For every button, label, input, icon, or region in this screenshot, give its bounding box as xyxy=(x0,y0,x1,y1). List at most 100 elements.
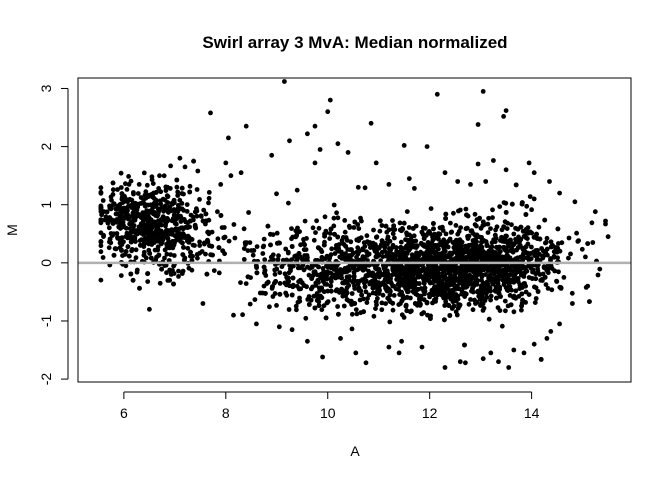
data-point xyxy=(386,255,392,261)
y-axis-label: M xyxy=(4,224,20,236)
data-point xyxy=(463,257,468,263)
data-point xyxy=(141,200,146,206)
data-point xyxy=(456,229,462,234)
data-point xyxy=(402,272,408,278)
data-point xyxy=(576,238,581,244)
data-point xyxy=(515,226,521,232)
data-point xyxy=(355,184,361,190)
data-point xyxy=(312,305,318,311)
data-point xyxy=(156,186,162,191)
data-point xyxy=(260,244,266,250)
data-point xyxy=(339,256,345,261)
data-point xyxy=(293,228,299,234)
data-point xyxy=(539,246,544,251)
data-point xyxy=(141,252,147,258)
data-point xyxy=(175,236,181,242)
data-point xyxy=(535,252,541,258)
data-point xyxy=(368,245,373,251)
data-point xyxy=(475,289,480,295)
data-point xyxy=(478,272,484,277)
data-point xyxy=(203,251,208,257)
data-points xyxy=(98,79,611,370)
data-point xyxy=(535,256,540,261)
data-point xyxy=(111,252,117,258)
data-point xyxy=(404,230,409,236)
data-point xyxy=(262,268,268,273)
data-point xyxy=(332,251,338,256)
data-point xyxy=(477,215,482,221)
data-point xyxy=(554,279,560,284)
data-point xyxy=(531,234,537,240)
data-point xyxy=(480,356,486,362)
data-point xyxy=(185,234,191,240)
data-point xyxy=(165,236,171,242)
data-point xyxy=(126,253,132,259)
data-point xyxy=(320,354,325,360)
data-point xyxy=(499,234,504,240)
data-point xyxy=(115,203,121,209)
data-point xyxy=(110,180,116,186)
data-point xyxy=(145,220,151,226)
data-point xyxy=(497,308,503,313)
data-point xyxy=(533,296,539,301)
data-point xyxy=(494,252,500,258)
data-point xyxy=(168,252,174,257)
data-point xyxy=(559,240,565,246)
data-point xyxy=(129,247,135,252)
data-point xyxy=(387,292,393,298)
data-point xyxy=(552,268,558,274)
data-point xyxy=(220,248,226,254)
data-point xyxy=(323,315,329,321)
data-point xyxy=(479,289,485,295)
data-point xyxy=(428,206,434,212)
data-point xyxy=(529,230,535,236)
data-point xyxy=(123,207,129,212)
data-point xyxy=(493,277,499,283)
data-point xyxy=(267,304,272,310)
data-point xyxy=(453,292,459,297)
data-point xyxy=(190,242,196,248)
data-point xyxy=(138,195,144,200)
data-point xyxy=(174,177,180,183)
data-point xyxy=(215,236,221,242)
data-point xyxy=(356,249,362,254)
data-point xyxy=(322,233,327,239)
data-point xyxy=(331,215,337,221)
data-point xyxy=(150,181,156,187)
data-point xyxy=(455,305,461,311)
data-point xyxy=(245,274,251,280)
data-point xyxy=(492,288,498,293)
data-point xyxy=(285,249,291,255)
data-point xyxy=(479,254,485,260)
data-point xyxy=(473,237,478,242)
data-point xyxy=(268,242,273,248)
data-point xyxy=(497,287,502,292)
data-point xyxy=(353,307,359,312)
data-point xyxy=(442,317,447,323)
data-point xyxy=(118,273,124,278)
data-point xyxy=(519,291,525,297)
data-point xyxy=(374,282,379,288)
data-point xyxy=(305,297,311,302)
data-point xyxy=(422,288,428,294)
data-point xyxy=(327,255,332,261)
data-point xyxy=(363,289,369,295)
data-point xyxy=(404,308,410,314)
data-point xyxy=(457,359,463,365)
data-point xyxy=(426,229,432,234)
data-point xyxy=(156,206,161,212)
data-point xyxy=(98,190,104,196)
data-point xyxy=(390,307,396,313)
data-point xyxy=(475,122,481,127)
data-point xyxy=(544,336,550,341)
data-point xyxy=(108,240,114,246)
data-point xyxy=(524,203,530,209)
data-point xyxy=(391,223,397,229)
data-point xyxy=(175,230,181,236)
data-point xyxy=(144,182,150,188)
data-point xyxy=(460,272,466,277)
data-point xyxy=(402,253,408,259)
data-point xyxy=(120,253,125,258)
data-point xyxy=(240,312,246,318)
